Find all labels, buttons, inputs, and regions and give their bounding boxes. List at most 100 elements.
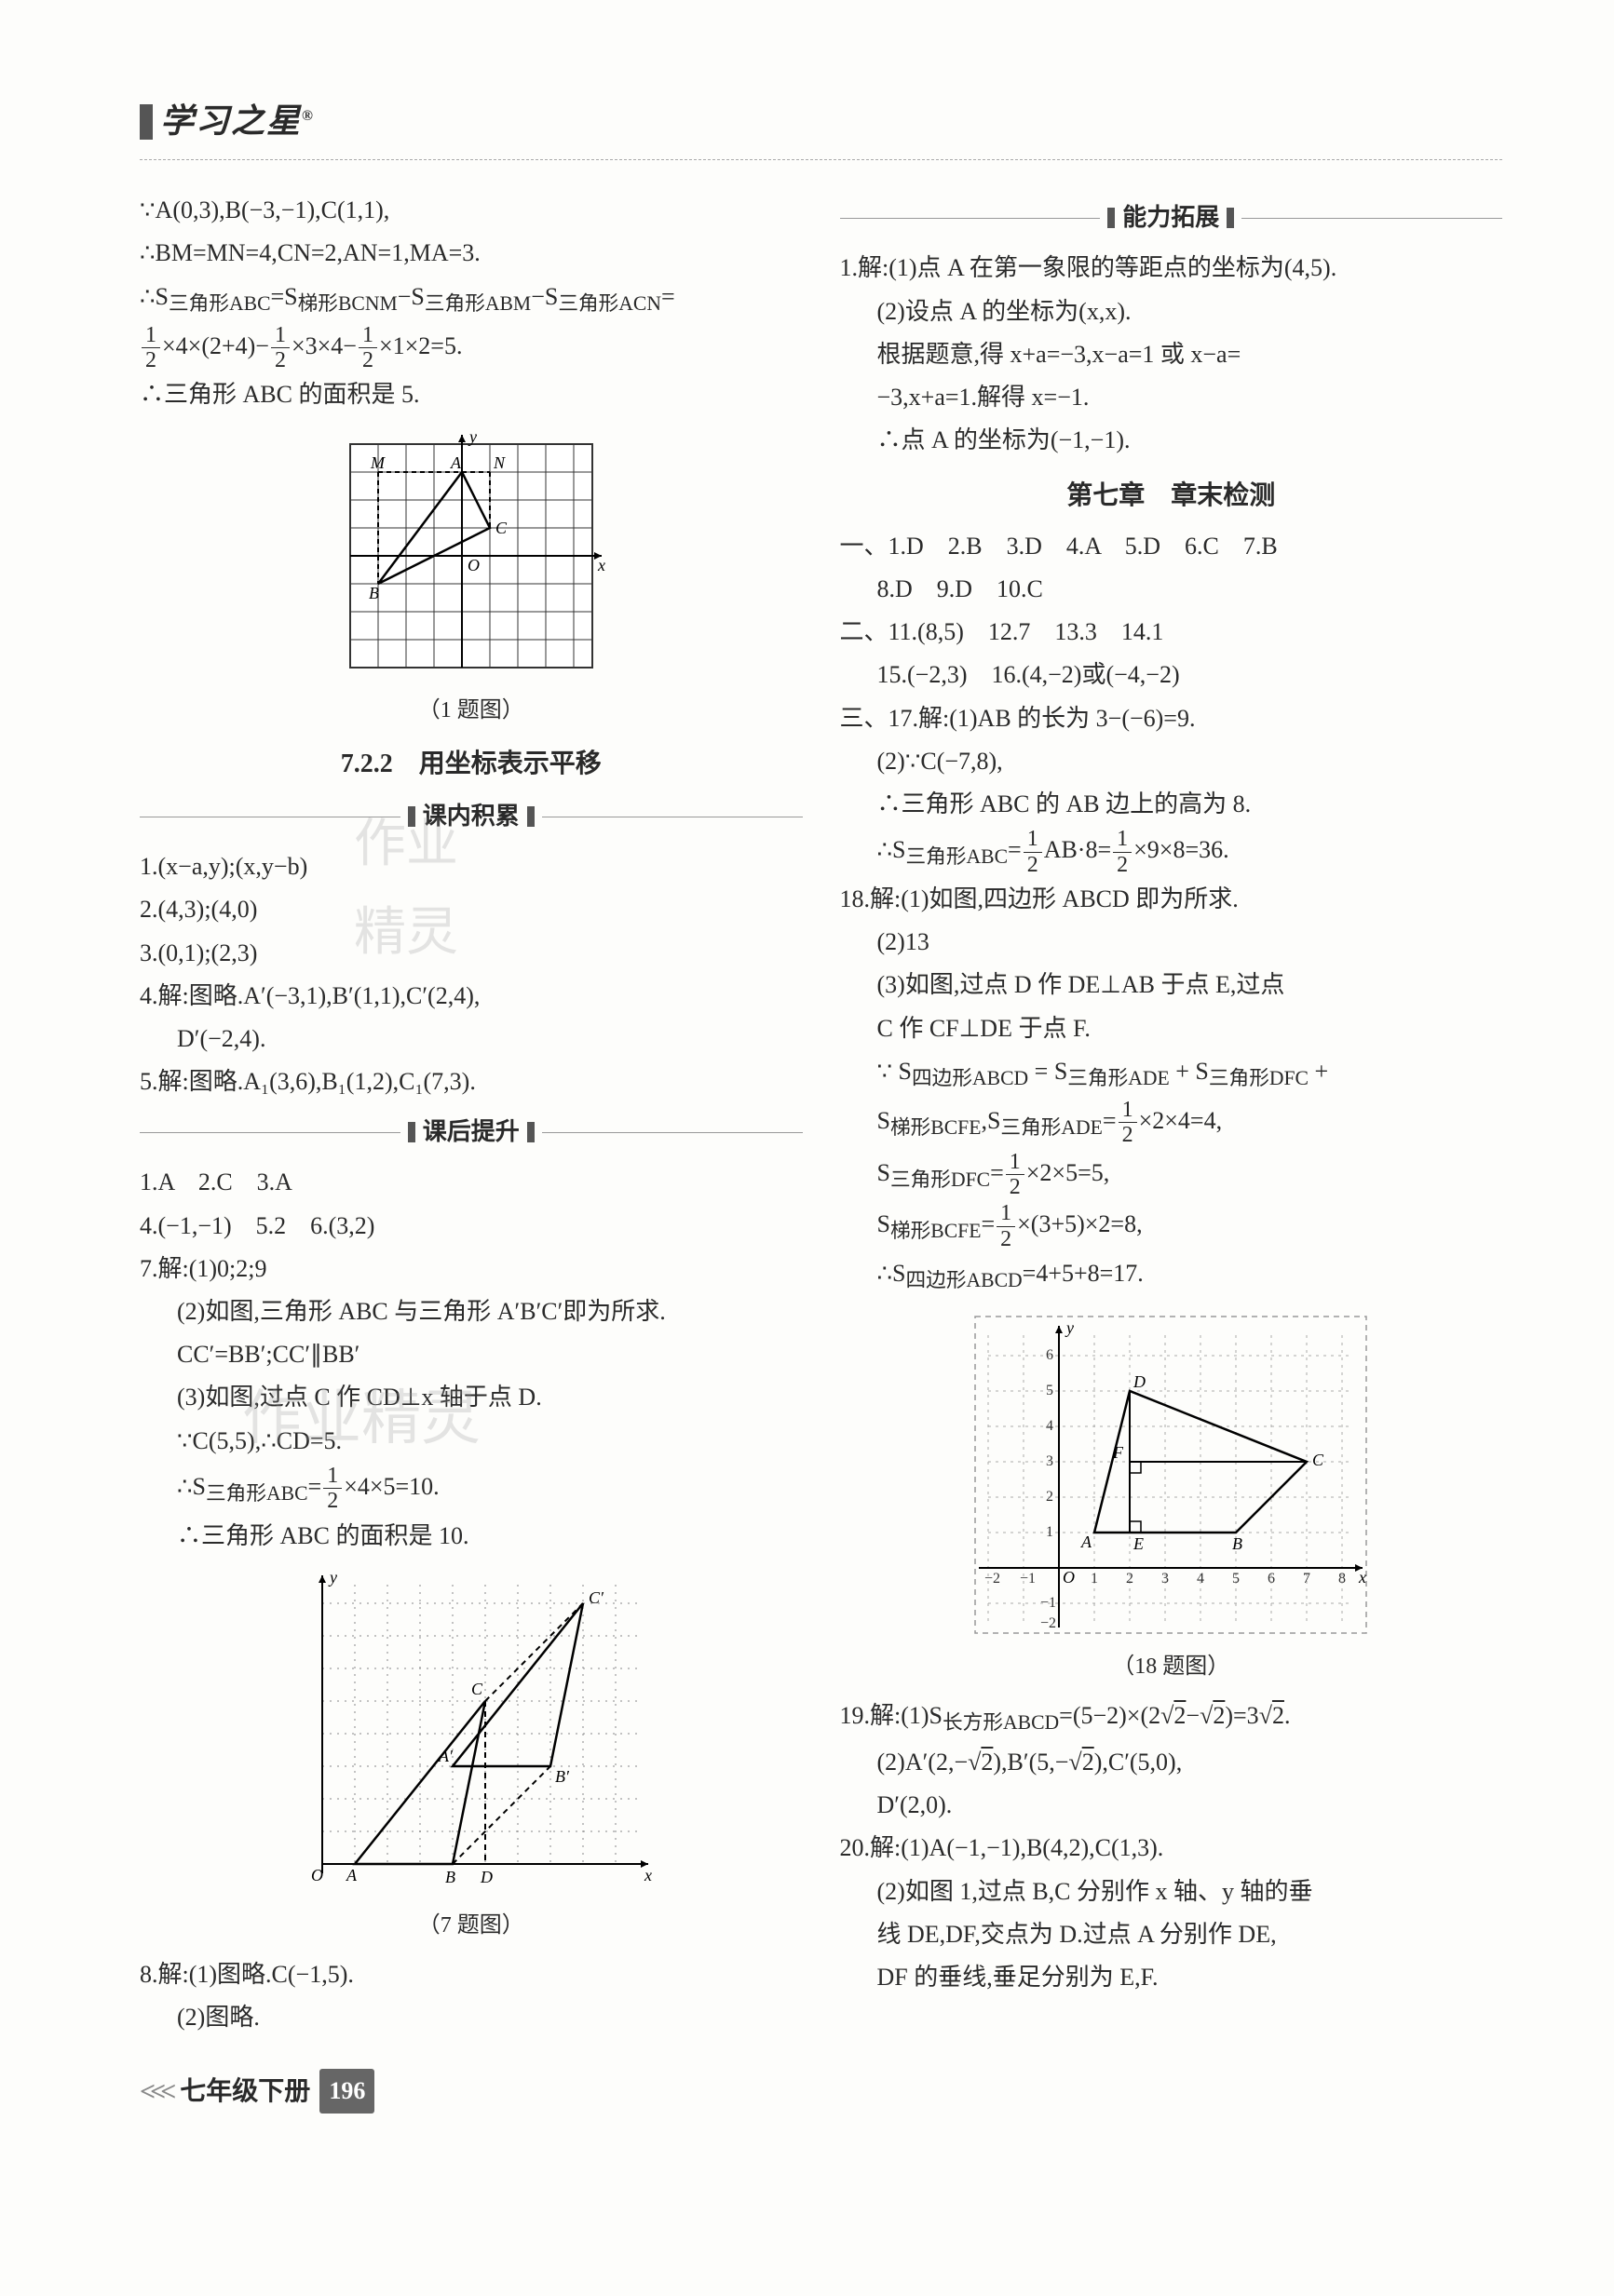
text-line: 8.D 9.D 10.C: [840, 569, 1503, 610]
svg-text:−1: −1: [1040, 1595, 1056, 1611]
svg-text:A′: A′: [438, 1747, 454, 1765]
page-footer: <<< 七年级下册 196: [140, 2068, 1502, 2115]
page-number: 196: [319, 2069, 374, 2114]
text-line: C 作 CF⊥DE 于点 F.: [840, 1008, 1503, 1049]
svg-text:2: 2: [1046, 1489, 1053, 1505]
text-line: (3)如图,过点 D 作 DE⊥AB 于点 E,过点: [840, 965, 1503, 1006]
svg-text:N: N: [493, 453, 506, 472]
svg-text:O: O: [468, 556, 480, 574]
text-line: ∴S三角形ABC=S梯形BCNM−S三角形ABM−S三角形ACN=: [140, 277, 803, 321]
text-line: ∵A(0,3),B(−3,−1),C(1,1),: [140, 190, 803, 231]
page-header: 学习之星®: [140, 93, 1502, 160]
text-line: −3,x+a=1.解得 x=−1.: [840, 377, 1503, 418]
text-line: 2.(4,3);(4,0): [140, 889, 803, 930]
svg-text:1: 1: [1091, 1571, 1098, 1587]
text-line: (2)A′(2,−√2),B′(5,−√2),C′(5,0),: [840, 1742, 1503, 1783]
text-line: 1.(x−a,y);(x,y−b): [140, 846, 803, 887]
svg-text:6: 6: [1046, 1347, 1053, 1363]
svg-text:C: C: [1312, 1451, 1324, 1469]
svg-text:D: D: [480, 1868, 493, 1886]
figure-3-caption: （18 题图）: [840, 1648, 1503, 1686]
figure-1-caption: （1 题图）: [140, 692, 803, 730]
svg-text:5: 5: [1046, 1383, 1053, 1398]
text-line: 5.解:图略.A₁(3,6),B₁(1,2),C₁(7,3).: [140, 1061, 803, 1102]
text-line: 线 DE,DF,交点为 D.过点 A 分别作 DE,: [840, 1914, 1503, 1955]
text-line: ∴三角形 ABC 的面积是 5.: [140, 374, 803, 415]
text-line: D′(2,0).: [840, 1785, 1503, 1826]
svg-text:3: 3: [1046, 1453, 1053, 1469]
header-title: 学习之星®: [160, 93, 315, 150]
text-line: 一、1.D 2.B 3.D 4.A 5.D 6.C 7.B: [840, 526, 1503, 567]
svg-text:3: 3: [1161, 1571, 1169, 1587]
svg-text:y: y: [468, 427, 477, 446]
text-line: (2)图略.: [140, 1997, 803, 2038]
text-line: ∵C(5,5),∴CD=5.: [140, 1421, 803, 1462]
svg-text:4: 4: [1197, 1571, 1204, 1587]
text-line: S梯形BCFE,S三角形ADE=12×2×4=4,: [840, 1098, 1503, 1148]
text-line: 根据题意,得 x+a=−3,x−a=1 或 x−a=: [840, 334, 1503, 375]
svg-text:O: O: [1063, 1568, 1075, 1587]
text-line: S梯形BCFE=12×(3+5)×2=8,: [840, 1201, 1503, 1251]
text-line: ∴三角形 ABC 的面积是 10.: [140, 1516, 803, 1557]
text-line: 19.解:(1)S长方形ABCD=(5−2)×(2√2−√2)=3√2.: [840, 1695, 1503, 1740]
right-column: 能力拓展 1.解:(1)点 A 在第一象限的等距点的坐标为(4,5). (2)设…: [840, 188, 1503, 2040]
svg-text:y: y: [1065, 1318, 1074, 1337]
svg-text:6: 6: [1268, 1571, 1275, 1587]
text-line: 20.解:(1)A(−1,−1),B(4,2),C(1,3).: [840, 1828, 1503, 1869]
text-line: 3.(0,1);(2,3): [140, 933, 803, 974]
text-line: 18.解:(1)如图,四边形 ABCD 即为所求.: [840, 879, 1503, 920]
text-line: 15.(−2,3) 16.(4,−2)或(−4,−2): [840, 655, 1503, 696]
svg-text:8: 8: [1338, 1571, 1346, 1587]
text-line: 4.(−1,−1) 5.2 6.(3,2): [140, 1206, 803, 1247]
text-line: (2)设点 A 的坐标为(x,x).: [840, 291, 1503, 332]
text-line: ∵ S四边形ABCD = S三角形ADE + S三角形DFC +: [840, 1051, 1503, 1096]
svg-text:x: x: [597, 556, 605, 574]
text-line: ∴S三角形ABC=12×4×5=10.: [140, 1464, 803, 1514]
text-line: (2)如图 1,过点 B,C 分别作 x 轴、y 轴的垂: [840, 1871, 1503, 1912]
svg-text:C: C: [495, 519, 508, 537]
svg-text:B: B: [445, 1868, 455, 1886]
svg-text:B′: B′: [555, 1767, 570, 1786]
svg-text:y: y: [328, 1568, 337, 1587]
subsection-rule: 能力拓展: [840, 197, 1503, 238]
text-line: (3)如图,过点 C 作 CD⊥x 轴于点 D.: [140, 1377, 803, 1418]
chapter-title: 第七章 章末检测: [840, 474, 1503, 519]
text-line: ∴S三角形ABC=12AB·8=12×9×8=36.: [840, 827, 1503, 877]
figure-2-caption: （7 题图）: [140, 1907, 803, 1945]
text-line: D′(−2,4).: [140, 1019, 803, 1060]
text-line: ∴三角形 ABC 的 AB 边上的高为 8.: [840, 784, 1503, 825]
svg-text:−1: −1: [1020, 1571, 1036, 1587]
svg-text:5: 5: [1232, 1571, 1240, 1587]
svg-text:A: A: [450, 453, 462, 472]
left-column: ∵A(0,3),B(−3,−1),C(1,1), ∴BM=MN=4,CN=2,A…: [140, 188, 803, 2040]
figure-1: M A N B C O x y （1 题图）: [140, 425, 803, 730]
svg-text:M: M: [370, 453, 386, 472]
text-line: 8.解:(1)图略.C(−1,5).: [140, 1954, 803, 1995]
text-line: ∴BM=MN=4,CN=2,AN=1,MA=3.: [140, 233, 803, 274]
grade-label: 七年级下册: [180, 2070, 310, 2114]
figure-3: −2−1 12345678 123456 −1−2 O A E B C D F …: [840, 1307, 1503, 1686]
text-line: ∴S四边形ABCD=4+5+8=17.: [840, 1253, 1503, 1298]
text-line: ∴点 A 的坐标为(−1,−1).: [840, 420, 1503, 461]
svg-text:1: 1: [1046, 1524, 1053, 1540]
subsection-rule: 课后提升: [140, 1112, 803, 1153]
svg-text:x: x: [644, 1866, 652, 1884]
text-line: (2)如图,三角形 ABC 与三角形 A′B′C′即为所求.: [140, 1291, 803, 1332]
svg-text:7: 7: [1303, 1571, 1310, 1587]
text-line: S三角形DFC=12×2×5=5,: [840, 1150, 1503, 1200]
text-line: 12×4×(2+4)−12×3×4−12×1×2=5.: [140, 323, 803, 373]
svg-text:A: A: [1080, 1533, 1092, 1551]
svg-text:2: 2: [1126, 1571, 1133, 1587]
text-line: (2)13: [840, 922, 1503, 963]
section-title: 7.2.2 用坐标表示平移: [140, 742, 803, 787]
text-line: 4.解:图略.A′(−3,1),B′(1,1),C′(2,4),: [140, 976, 803, 1017]
text-line: DF 的垂线,垂足分别为 E,F.: [840, 1957, 1503, 1998]
text-line: 二、11.(8,5) 12.7 13.3 14.1: [840, 612, 1503, 653]
svg-text:−2: −2: [1040, 1615, 1056, 1631]
svg-text:−2: −2: [984, 1571, 1000, 1587]
text-line: 1.A 2.C 3.A: [140, 1162, 803, 1203]
subsection-rule: 课内积累: [140, 796, 803, 837]
figure-2: O A B D C A′ B′ C′ x y （7 题图）: [140, 1566, 803, 1945]
svg-text:x: x: [1358, 1568, 1366, 1587]
text-line: CC′=BB′;CC′∥BB′: [140, 1334, 803, 1375]
